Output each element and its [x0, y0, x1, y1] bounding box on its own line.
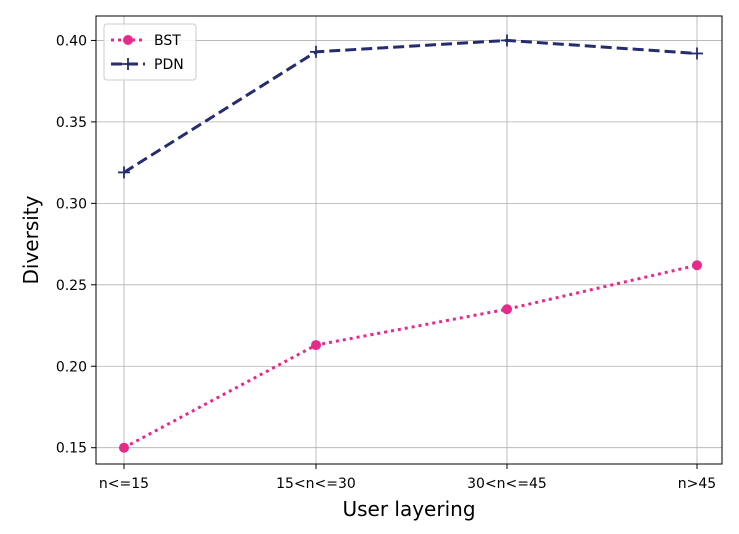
x-tick-label: n>45: [678, 476, 716, 492]
series-bst: [119, 260, 702, 453]
y-tick-label: 0.40: [56, 33, 87, 49]
legend-marker-pdn: [122, 58, 134, 70]
y-tick-label: 0.15: [56, 441, 87, 457]
data-point-pdn: [310, 45, 322, 58]
x-tick-label: 15<n<=30: [276, 476, 356, 492]
legend-entry-bst: BST: [111, 33, 181, 49]
data-point-bst: [502, 304, 512, 315]
y-tick-label: 0.30: [56, 196, 87, 212]
series-pdn: [118, 34, 703, 179]
data-point-bst: [692, 260, 702, 271]
data-point-bst: [119, 442, 129, 453]
y-tick-label: 0.20: [56, 359, 87, 375]
y-tick-label: 0.35: [56, 115, 87, 131]
data-point-pdn: [691, 47, 703, 60]
y-axis-ticks: 0.15 0.20 0.25 0.30 0.35 0.40: [56, 33, 96, 457]
legend: BST PDN: [103, 23, 197, 81]
data-point-pdn: [501, 34, 513, 47]
series-layer: [118, 34, 703, 453]
legend-label-pdn: PDN: [154, 57, 184, 73]
series-line-bst: [123, 263, 698, 450]
x-tick-label: n<=15: [99, 476, 149, 492]
x-tick-label: 30<n<=45: [467, 476, 547, 492]
data-point-bst: [311, 340, 321, 351]
x-axis-label: User layering: [342, 497, 475, 521]
x-axis-ticks: n<=15 15<n<=30 30<n<=45 n>45: [99, 464, 716, 492]
grid: [96, 16, 722, 464]
y-tick-label: 0.25: [56, 278, 87, 294]
legend-label-bst: BST: [154, 33, 181, 49]
legend-entry-pdn: PDN: [111, 57, 184, 73]
data-point-pdn: [118, 166, 130, 179]
legend-marker-bst: [123, 35, 133, 45]
series-line-pdn: [123, 38, 698, 174]
y-axis-label: Diversity: [19, 195, 43, 284]
plot-area-frame: [95, 15, 723, 465]
